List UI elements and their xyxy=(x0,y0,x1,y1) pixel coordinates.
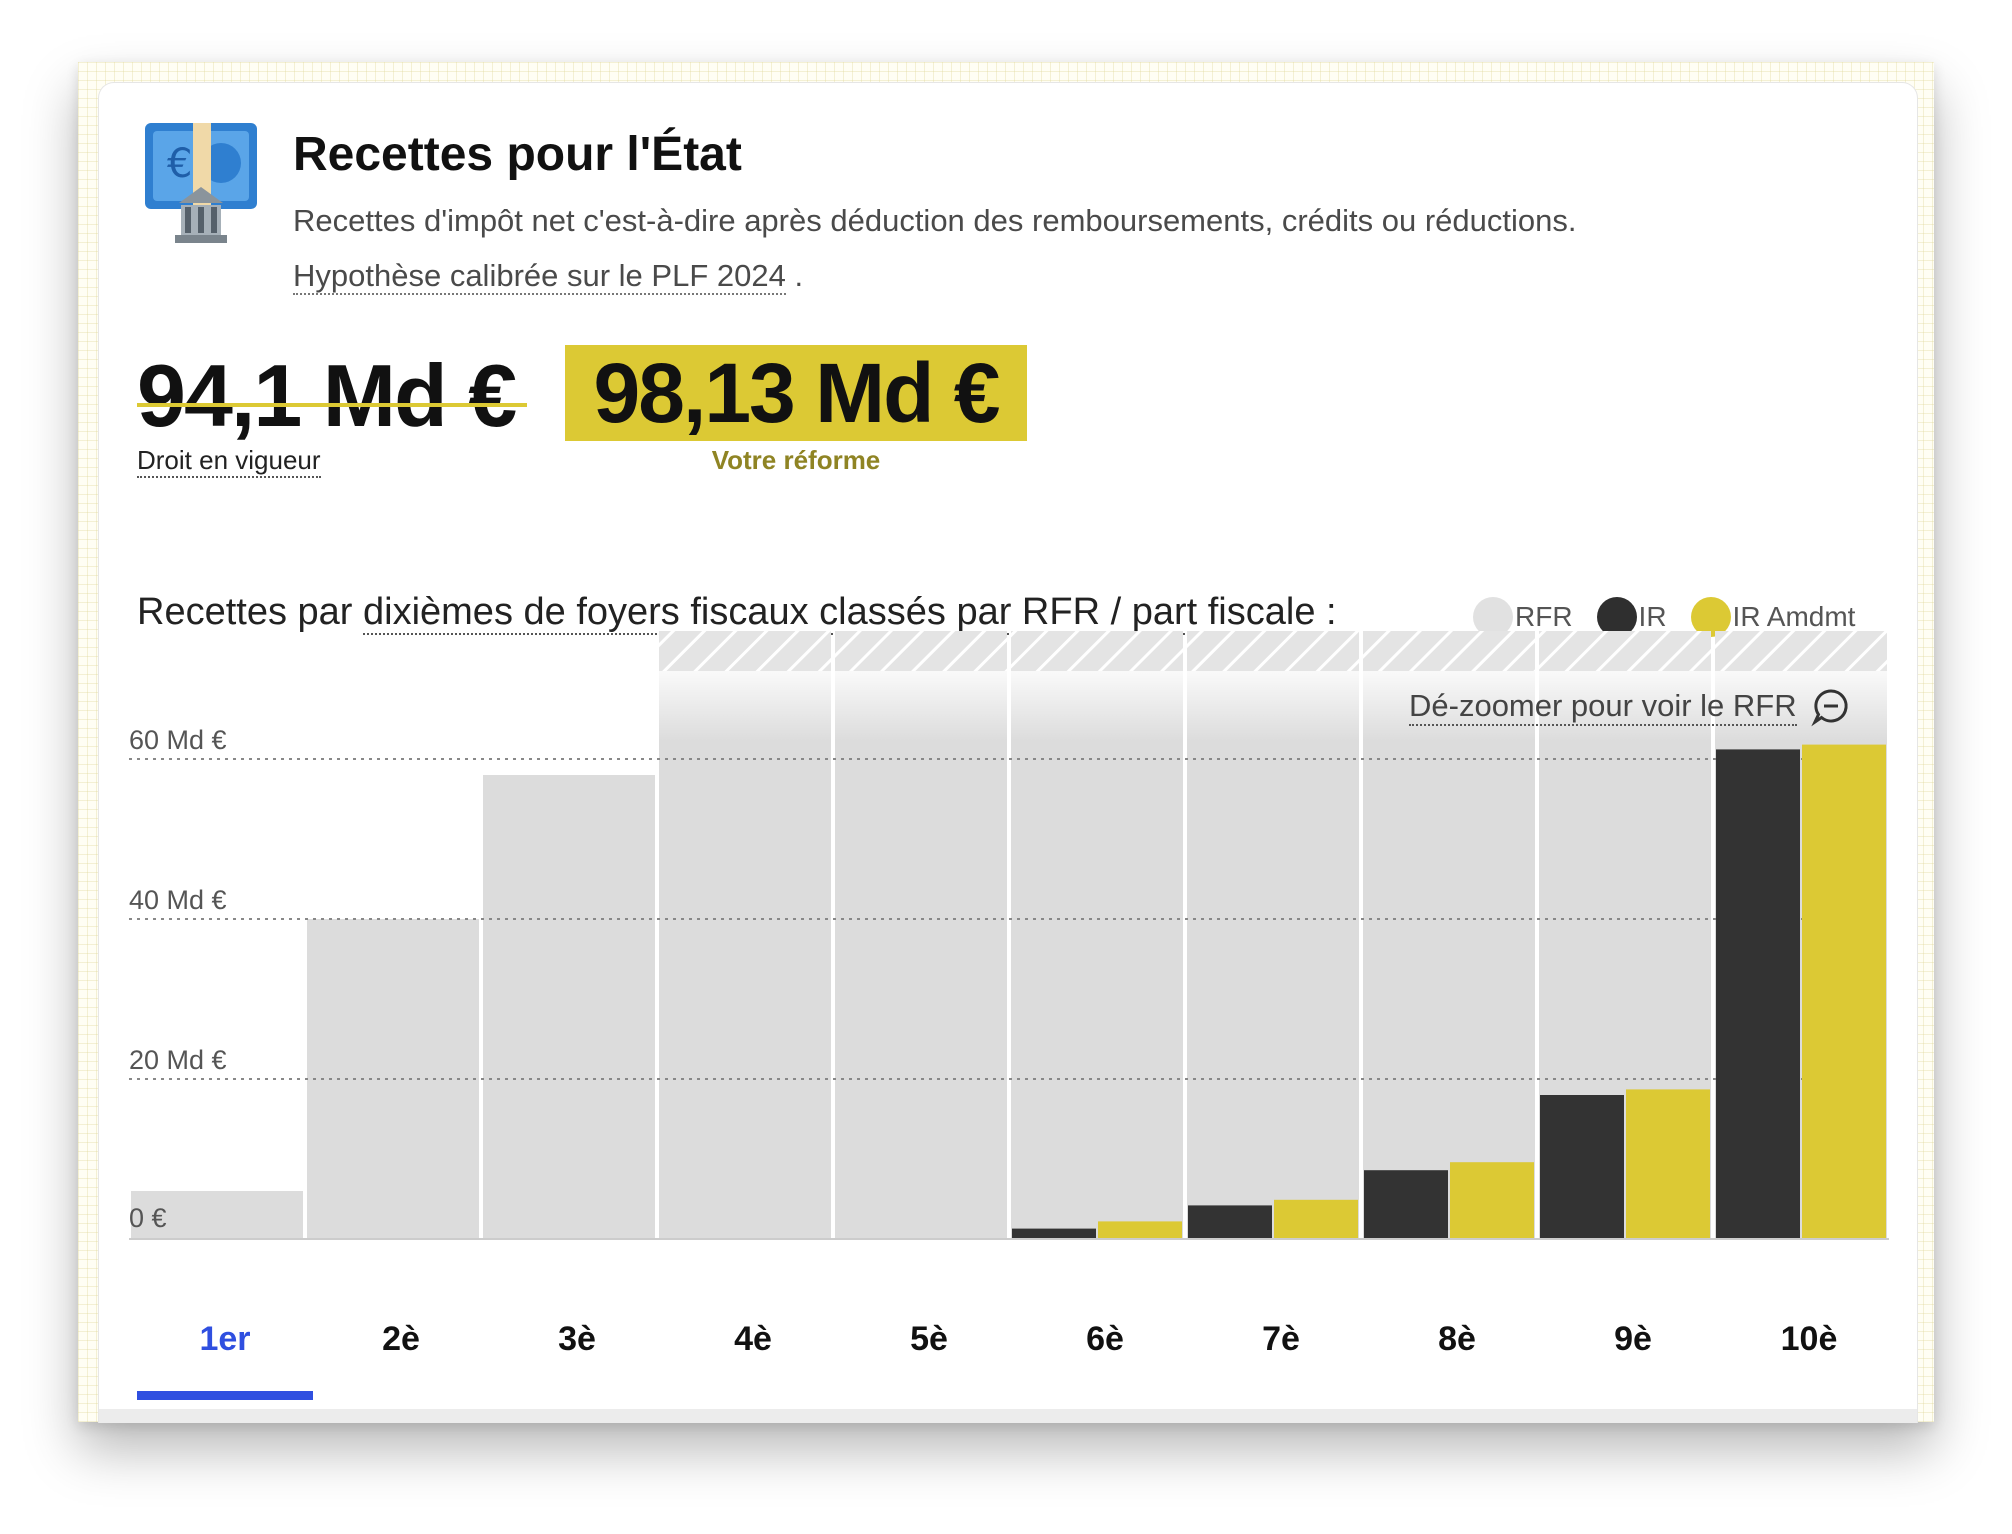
dezoom-control[interactable]: Dé-zoomer pour voir le RFR xyxy=(1409,687,1851,727)
rfr-bar-fade-6 xyxy=(1011,671,1183,741)
rfr-bar-1 xyxy=(131,1191,303,1239)
tab-decile-2[interactable]: 2è xyxy=(382,1320,420,1358)
ir-bar-9 xyxy=(1540,1095,1624,1239)
legend-item-ir[interactable]: IR xyxy=(1596,597,1667,637)
rfr-bar-3 xyxy=(483,775,655,1239)
legend-item-rfr[interactable]: RFR xyxy=(1473,597,1573,637)
rfr-bar-clip-hatch-10 xyxy=(1715,631,1887,671)
rfr-bar-fade-8 xyxy=(1363,671,1535,741)
ir-amdmt-bar-9 xyxy=(1626,1089,1710,1239)
tab-decile-1[interactable]: 1er xyxy=(199,1320,251,1358)
svg-text:€: € xyxy=(167,141,192,187)
rfr-bar-clip-hatch-5 xyxy=(835,631,1007,671)
decile-tabs: 1er 2è 3è 4è 5è 6è 7è 8è 9è 10è xyxy=(137,1309,1889,1369)
ir-bar-6 xyxy=(1012,1228,1096,1239)
strikethrough-line xyxy=(137,403,527,407)
rfr-bar-clip-hatch-4 xyxy=(659,631,831,671)
dezoom-link[interactable]: Dé-zoomer pour voir le RFR xyxy=(1409,688,1797,726)
legend-label-ir: IR xyxy=(1638,601,1667,632)
ir-amdmt-bar-10 xyxy=(1802,744,1886,1239)
y-tick-label: 0 € xyxy=(129,1203,167,1233)
rfr-bar-clip-hatch-7 xyxy=(1187,631,1359,671)
revenue-by-decile-chart: 0 € 20 Md € 40 Md € 60 Md € xyxy=(129,631,1889,1240)
section-title: Recettes par dixièmes de foyers fiscaux … xyxy=(137,591,1337,635)
legend-label-rfr: RFR xyxy=(1515,601,1573,632)
y-tick-label: 40 Md € xyxy=(129,885,227,915)
reform-total: 98,13 Md € xyxy=(565,345,1027,441)
legend-item-ir-amdmt[interactable]: IR Amdmt xyxy=(1690,597,1856,637)
zoom-out-icon[interactable] xyxy=(1810,687,1851,727)
tab-decile-3[interactable]: 3è xyxy=(558,1320,596,1358)
legend-dot-rfr xyxy=(1473,597,1513,637)
legend-dot-ir-amdmt xyxy=(1690,597,1731,637)
state-revenue-icon: € xyxy=(145,123,257,243)
current-law-label[interactable]: Droit en vigueur xyxy=(137,445,321,478)
rfr-bar-clip-hatch-9 xyxy=(1539,631,1711,671)
deciles-link[interactable]: dixièmes de foyers fiscaux classés par R… xyxy=(363,591,1337,635)
hypothesis-suffix: . xyxy=(785,258,804,293)
card-title: Recettes pour l'État xyxy=(293,128,742,181)
card-description: Recettes d'impôt net c'est-à-dire après … xyxy=(293,203,1577,238)
section-title-prefix: Recettes par xyxy=(137,591,363,633)
tab-decile-5[interactable]: 5è xyxy=(910,1320,948,1358)
rfr-bar-fade-5 xyxy=(835,671,1007,741)
chart-legend: RFR IR IR Amdmt xyxy=(1473,595,1855,639)
ir-amdmt-bar-8 xyxy=(1450,1162,1534,1239)
tab-decile-10[interactable]: 10è xyxy=(1780,1320,1838,1358)
recettes-card: € Recettes pour l'État Recettes d'impôt … xyxy=(98,82,1918,1423)
ir-amdmt-bar-7 xyxy=(1274,1199,1358,1239)
y-tick-label: 20 Md € xyxy=(129,1045,227,1075)
ir-bar-10 xyxy=(1716,749,1800,1239)
current-total: 94,1 Md € xyxy=(137,346,517,445)
legend-label-ir-amdmt: IR Amdmt xyxy=(1732,601,1856,632)
ir-bar-7 xyxy=(1188,1205,1272,1239)
tab-decile-4[interactable]: 4è xyxy=(734,1320,772,1358)
reform-label: Votre réforme xyxy=(711,445,881,475)
tab-decile-6[interactable]: 6è xyxy=(1086,1320,1124,1358)
rfr-bar-clip-hatch-6 xyxy=(1011,631,1183,671)
rfr-bar-clip-hatch-8 xyxy=(1363,631,1535,671)
tab-decile-8[interactable]: 8è xyxy=(1438,1320,1476,1358)
card-bottom-strip xyxy=(99,1409,1917,1423)
ir-bar-8 xyxy=(1364,1170,1448,1239)
hypothesis-link[interactable]: Hypothèse calibrée sur le PLF 2024 xyxy=(293,258,786,295)
rfr-bar-fade-9 xyxy=(1539,671,1711,741)
rfr-bar-fade-10 xyxy=(1715,671,1887,741)
rfr-bar-fade-4 xyxy=(659,671,831,741)
tab-decile-9[interactable]: 9è xyxy=(1614,1320,1652,1358)
hypothesis-line: Hypothèse calibrée sur le PLF 2024 . xyxy=(293,258,804,295)
rfr-bar-fade-7 xyxy=(1187,671,1359,741)
tab-decile-7[interactable]: 7è xyxy=(1262,1320,1300,1358)
legend-dot-ir xyxy=(1596,597,1637,637)
y-tick-label: 60 Md € xyxy=(129,725,227,755)
active-tab-underline xyxy=(137,1391,313,1400)
ir-amdmt-bar-6 xyxy=(1098,1221,1182,1239)
